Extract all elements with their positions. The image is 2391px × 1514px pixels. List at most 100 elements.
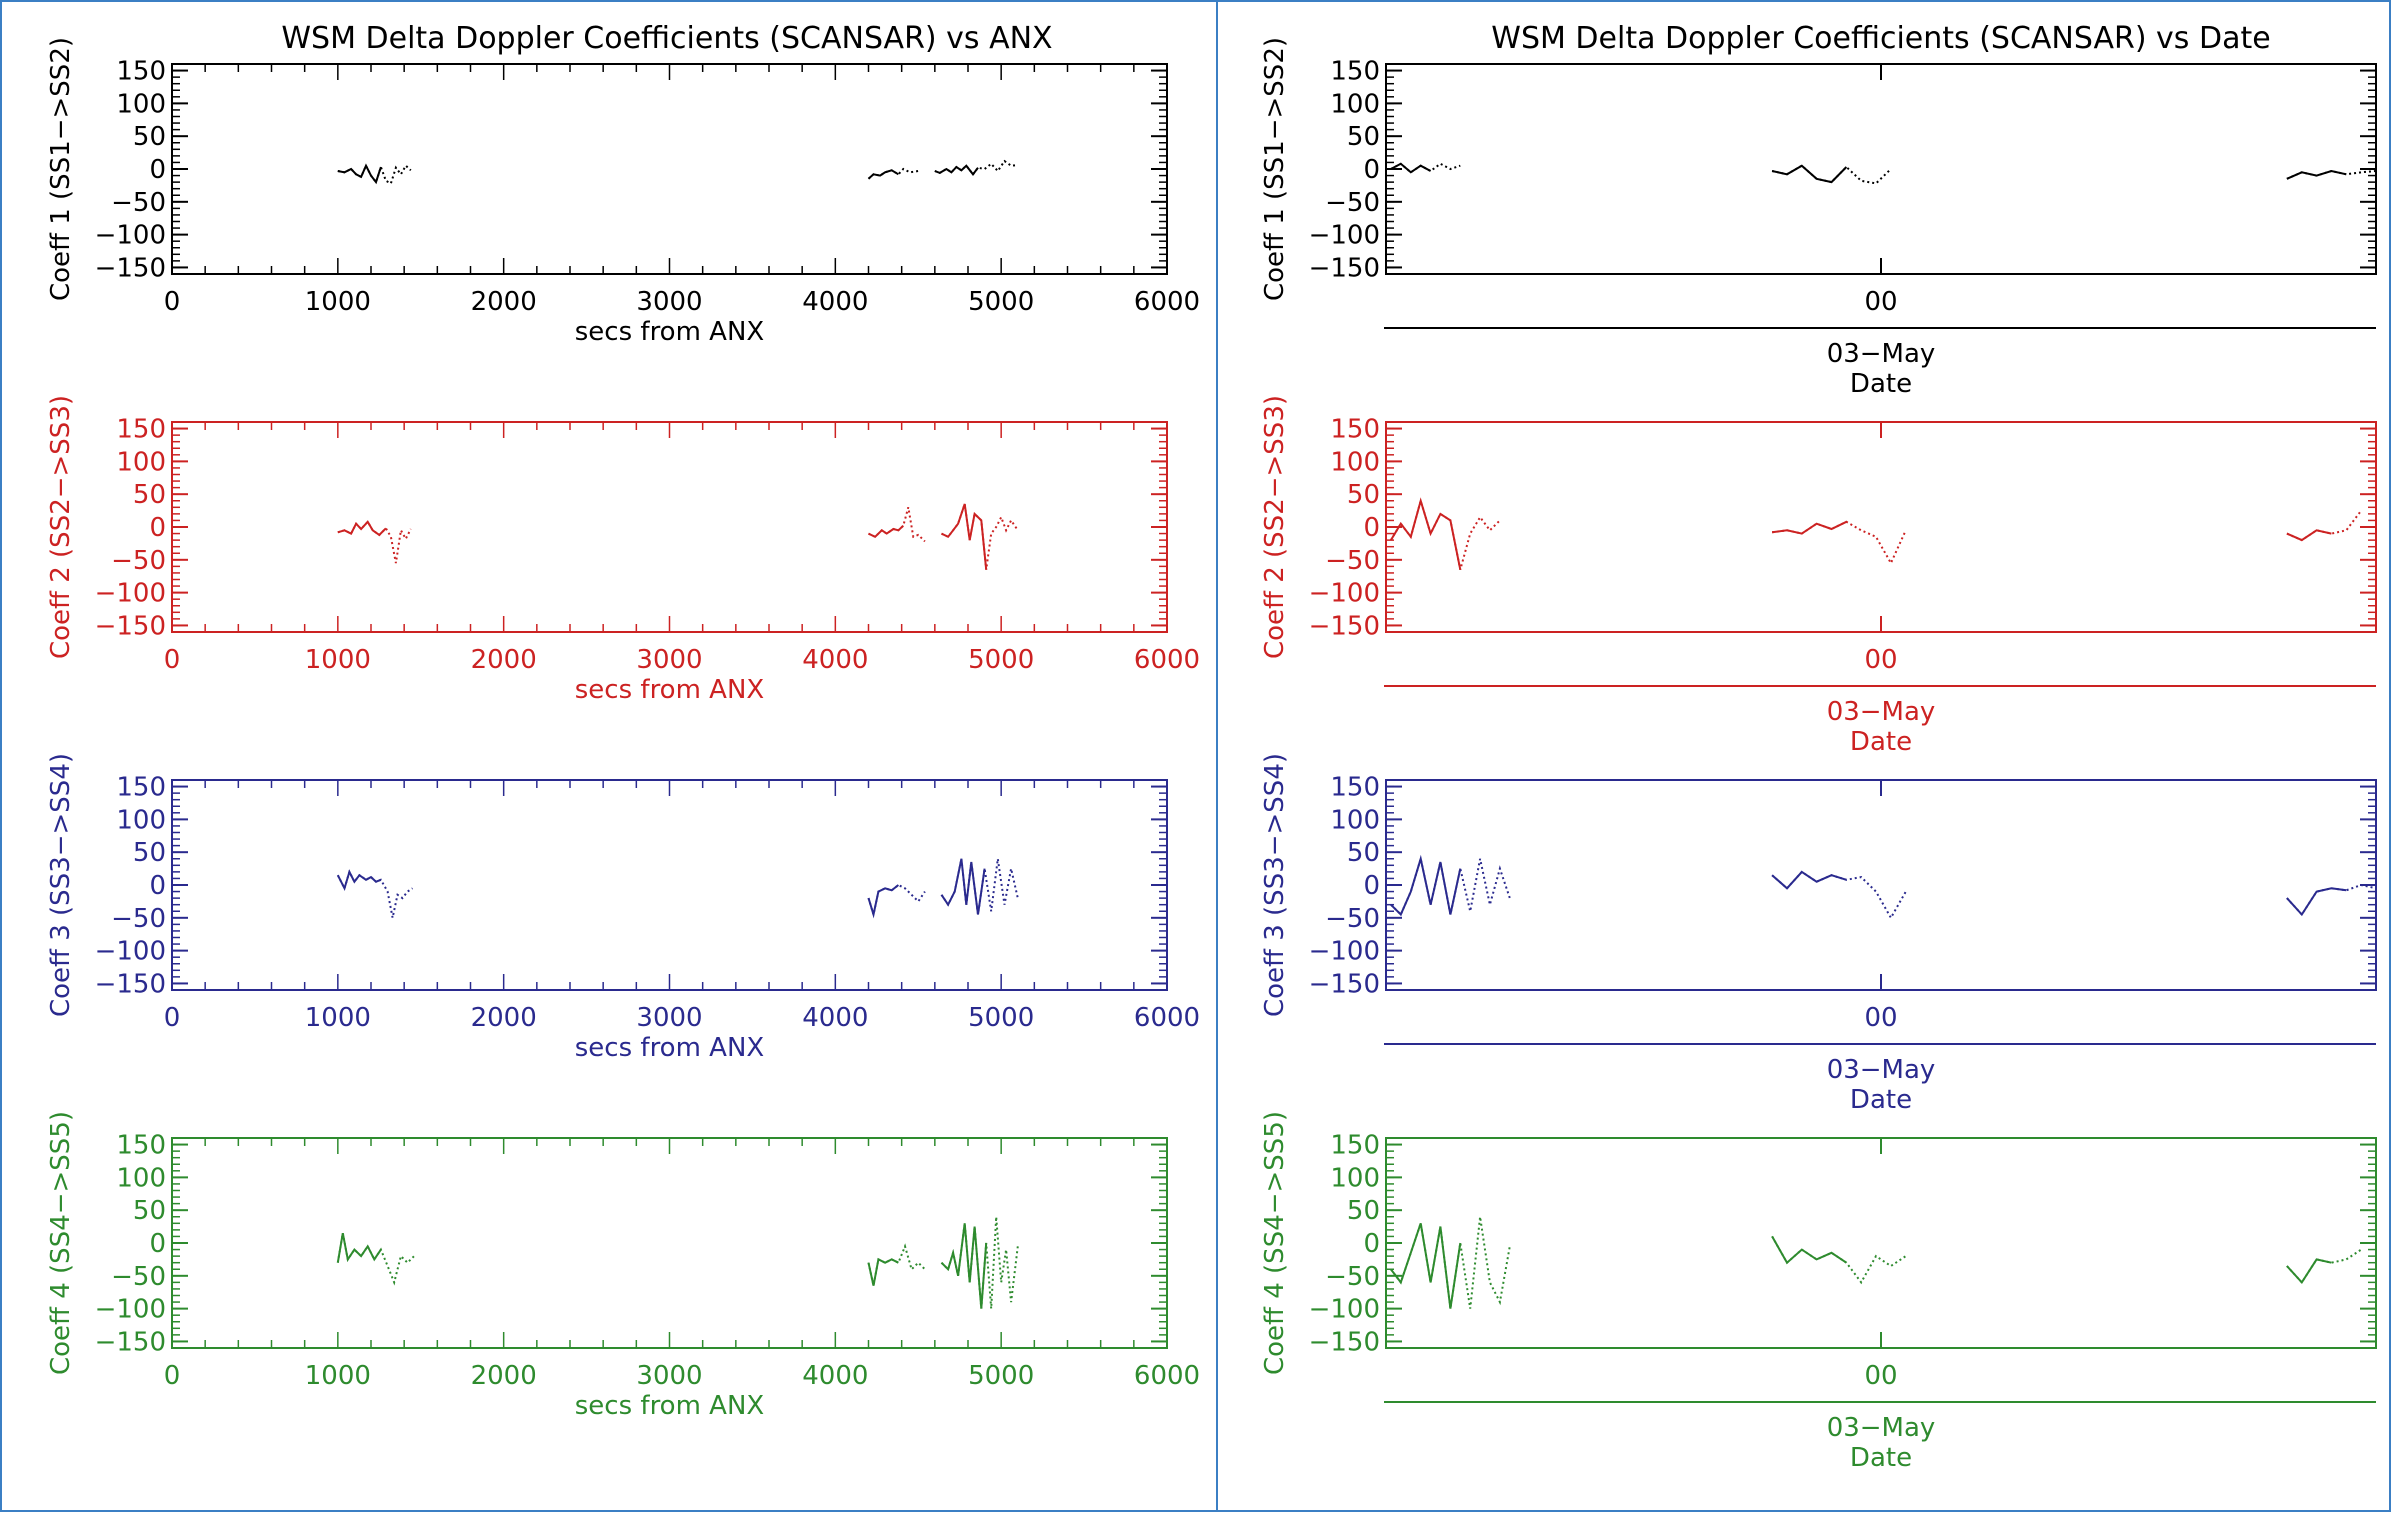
y-tick-label: 50 bbox=[1347, 122, 1380, 152]
y-tick-label: 50 bbox=[1347, 838, 1380, 868]
data-series-line bbox=[1771, 164, 1848, 184]
data-series-dotted bbox=[934, 159, 1018, 176]
data-series-dotted bbox=[1390, 1216, 1511, 1309]
y-tick-label: −50 bbox=[111, 546, 166, 576]
x-tick-label: 1000 bbox=[305, 1361, 371, 1391]
y-tick-label: 0 bbox=[1363, 1229, 1380, 1259]
plot-frame bbox=[1385, 421, 2377, 633]
date-panel: WSM Delta Doppler Coefficients (SCANSAR)… bbox=[1216, 0, 2391, 1512]
x-tick-label: 6000 bbox=[1134, 1003, 1200, 1033]
x-tick-label: 2000 bbox=[471, 1003, 537, 1033]
y-tick-label: −100 bbox=[95, 579, 166, 609]
data-series-line bbox=[1390, 162, 1432, 174]
x-tick-label: 3000 bbox=[636, 645, 702, 675]
y-tick-label: 100 bbox=[116, 447, 166, 477]
x-tick-label: 00 bbox=[1864, 287, 1897, 317]
y-tick-label: −150 bbox=[1309, 969, 1380, 999]
y-tick-label: 0 bbox=[149, 155, 166, 185]
x-tick-label: 6000 bbox=[1134, 1361, 1200, 1391]
y-tick-label: 150 bbox=[1330, 1131, 1380, 1161]
data-series-line bbox=[337, 520, 387, 537]
data-series-dotted bbox=[336, 869, 414, 919]
date-label: 03−May bbox=[1827, 339, 1936, 369]
y-tick-label: −150 bbox=[95, 611, 166, 641]
data-series-line bbox=[1390, 1222, 1462, 1309]
y-tick-label: −150 bbox=[1309, 611, 1380, 641]
y-tick-label: −150 bbox=[95, 1327, 166, 1357]
x-axis-label: Date bbox=[1850, 1443, 1912, 1473]
data-series-line bbox=[867, 1257, 899, 1286]
y-tick-label: 0 bbox=[149, 513, 166, 543]
x-tick-label: 5000 bbox=[968, 1361, 1034, 1391]
y-tick-label: 100 bbox=[1330, 1163, 1380, 1193]
y-tick-label: −100 bbox=[1309, 221, 1380, 251]
x-axis-label: secs from ANX bbox=[575, 675, 764, 705]
y-tick-label: 0 bbox=[1363, 155, 1380, 185]
y-tick-label: 150 bbox=[1330, 57, 1380, 87]
y-tick-label: −50 bbox=[111, 904, 166, 934]
y-axis-label: Coeff 3 (SS3−>SS4) bbox=[46, 753, 76, 1017]
x-tick-label: 00 bbox=[1864, 1003, 1897, 1033]
x-tick-label: 4000 bbox=[802, 1361, 868, 1391]
data-series-line bbox=[337, 163, 382, 185]
data-series-line bbox=[941, 503, 988, 570]
y-axis-label: Coeff 4 (SS4−>SS5) bbox=[1260, 1111, 1290, 1375]
y-tick-label: 100 bbox=[116, 1163, 166, 1193]
x-tick-label: 5000 bbox=[968, 645, 1034, 675]
y-tick-label: 150 bbox=[1330, 415, 1380, 445]
data-series-line bbox=[867, 884, 900, 919]
date-chart: WSM Delta Doppler Coefficients (SCANSAR)… bbox=[1260, 21, 2377, 1473]
y-axis-label: Coeff 2 (SS2−>SS3) bbox=[1260, 395, 1290, 659]
y-tick-label: −50 bbox=[111, 1262, 166, 1292]
x-tick-label: 4000 bbox=[802, 1003, 868, 1033]
y-tick-label: −50 bbox=[1325, 1262, 1380, 1292]
y-axis-label: Coeff 1 (SS1−>SS2) bbox=[1260, 37, 1290, 301]
x-tick-label: 0 bbox=[164, 1003, 181, 1033]
data-series-dotted bbox=[2286, 883, 2377, 917]
x-tick-label: 4000 bbox=[802, 287, 868, 317]
x-tick-label: 3000 bbox=[636, 1361, 702, 1391]
plot-frame bbox=[171, 1137, 1168, 1349]
data-series-dotted bbox=[1390, 854, 1511, 917]
x-axis-label: Date bbox=[1850, 369, 1912, 399]
data-series-dotted bbox=[2286, 509, 2362, 542]
data-series-line bbox=[867, 169, 899, 180]
y-tick-label: 100 bbox=[1330, 805, 1380, 835]
x-tick-label: 3000 bbox=[636, 287, 702, 317]
y-tick-label: 100 bbox=[116, 805, 166, 835]
data-series-dotted bbox=[941, 503, 1019, 570]
plot-frame bbox=[171, 779, 1168, 991]
y-tick-label: 0 bbox=[1363, 871, 1380, 901]
y-tick-label: 0 bbox=[1363, 513, 1380, 543]
data-series-line bbox=[2286, 887, 2347, 917]
x-tick-label: 2000 bbox=[471, 1361, 537, 1391]
y-tick-label: −50 bbox=[1325, 188, 1380, 218]
y-axis-label: Coeff 4 (SS4−>SS5) bbox=[46, 1111, 76, 1375]
chart-title: WSM Delta Doppler Coefficients (SCANSAR)… bbox=[281, 21, 1052, 56]
data-series-line bbox=[1771, 520, 1847, 535]
data-series-dotted bbox=[1390, 497, 1501, 570]
y-tick-label: −100 bbox=[1309, 579, 1380, 609]
y-tick-label: −150 bbox=[95, 969, 166, 999]
y-tick-label: 50 bbox=[1347, 1196, 1380, 1226]
data-series-line bbox=[336, 1233, 382, 1263]
data-series-line bbox=[940, 858, 986, 915]
anx-chart: WSM Delta Doppler Coefficients (SCANSAR)… bbox=[46, 21, 1200, 1421]
y-axis-label: Coeff 1 (SS1−>SS2) bbox=[46, 37, 76, 301]
y-tick-label: 100 bbox=[116, 89, 166, 119]
data-series-line bbox=[2286, 529, 2332, 542]
y-tick-label: 150 bbox=[116, 1131, 166, 1161]
x-tick-label: 6000 bbox=[1134, 645, 1200, 675]
data-series-dotted bbox=[1771, 870, 1907, 920]
y-tick-label: 150 bbox=[1330, 773, 1380, 803]
x-axis-label: secs from ANX bbox=[575, 1033, 764, 1063]
plot-frame bbox=[171, 421, 1168, 633]
y-tick-label: 150 bbox=[116, 415, 166, 445]
